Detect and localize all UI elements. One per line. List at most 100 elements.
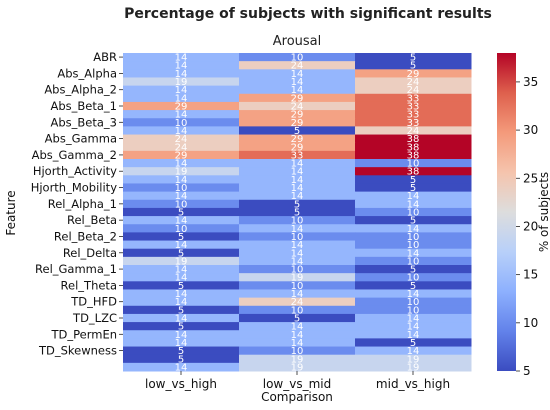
heatmap-cell — [239, 150, 356, 160]
cell-value-label: 14 — [175, 53, 188, 64]
heatmap-cell — [123, 61, 240, 70]
chart-subtitle: Arousal — [273, 34, 322, 49]
cell-value-label: 24 — [407, 77, 420, 88]
cell-value-label: 10 — [175, 224, 188, 235]
cell-value-label: 14 — [407, 224, 420, 235]
cell-value-label: 5 — [294, 314, 300, 325]
cell-value-label: 5 — [178, 322, 184, 333]
cell-value-label: 29 — [291, 142, 304, 153]
heatmap-cell — [355, 53, 472, 62]
colorbar-tick-label: 5 — [523, 364, 531, 378]
y-tick-label: TD_PermEn — [50, 327, 117, 341]
cell-value-label: 24 — [175, 134, 188, 145]
heatmap-cell — [355, 330, 472, 339]
cell-value-label: 14 — [407, 199, 420, 210]
cell-value-label: 5 — [178, 232, 184, 243]
cell-value-label: 19 — [175, 167, 188, 178]
heatmap-cell — [355, 224, 472, 233]
heatmap-cell — [123, 248, 240, 258]
y-axis-label: Feature — [4, 190, 18, 235]
heatmap-cell — [123, 354, 240, 364]
cell-value-label: 14 — [175, 314, 188, 325]
cell-value-label: 38 — [407, 142, 420, 153]
heatmap-cell — [239, 362, 356, 372]
y-tick-label: Abs_Gamma — [45, 132, 117, 146]
cell-value-label: 10 — [175, 183, 188, 194]
heatmap-cell — [239, 346, 356, 356]
cell-value-label: 29 — [291, 118, 304, 129]
cell-value-label: 14 — [175, 85, 188, 96]
cell-value-label: 14 — [175, 273, 188, 284]
heatmap-cell — [239, 159, 356, 168]
x-tick-labels: low_vs_high low_vs_mid mid_vs_high — [145, 371, 450, 391]
cell-value-label: 10 — [407, 256, 420, 267]
cell-value-label: 5 — [294, 208, 300, 219]
colorbar — [497, 53, 516, 371]
heatmap-cell — [355, 305, 472, 315]
cell-value-label: 33 — [291, 150, 304, 161]
heatmap-cell — [239, 53, 356, 62]
cell-value-label: 14 — [407, 289, 420, 300]
x-tick-label: low_vs_mid — [263, 377, 331, 391]
colorbar-tick-label: 25 — [523, 171, 538, 185]
y-tick-label: Hjorth_Mobility — [31, 181, 118, 195]
heatmap-cell — [355, 167, 472, 176]
heatmap-cell — [239, 85, 356, 95]
heatmap-cell — [239, 191, 356, 201]
heatmap-cell — [123, 159, 240, 168]
heatmap-cell — [239, 256, 356, 266]
x-axis-label: Comparison — [261, 390, 333, 404]
y-tick-label: Rel_Beta — [67, 213, 117, 227]
heatmap-cell — [355, 118, 472, 127]
cell-value-label: 19 — [175, 256, 188, 267]
heatmap-cell — [239, 199, 356, 209]
cell-value-label: 5 — [178, 305, 184, 316]
colorbar-tick-label: 30 — [523, 123, 538, 137]
cell-value-label: 19 — [291, 273, 304, 284]
heatmap-cell — [123, 69, 240, 78]
heatmap-cell — [355, 273, 472, 282]
cell-value-label: 33 — [407, 110, 420, 121]
heatmap-cell — [123, 346, 240, 356]
cell-value-label: 5 — [410, 183, 416, 194]
heatmap-cell — [123, 150, 240, 160]
heatmap-cell — [355, 232, 472, 242]
cell-value-label: 10 — [407, 297, 420, 308]
cell-value-label: 19 — [175, 77, 188, 88]
heatmap-cell — [123, 126, 240, 136]
y-tick-labels: ABR Abs_Alpha Abs_Alpha_2 Abs_Beta_1 Abs_Bet… — [31, 50, 123, 358]
cell-value-label: 38 — [407, 150, 420, 161]
cell-value-label: 10 — [407, 159, 420, 170]
cell-value-label: 14 — [291, 330, 304, 341]
heatmap-cell — [355, 150, 472, 160]
heatmap-cell — [123, 322, 240, 331]
cell-value-label: 24 — [407, 126, 420, 137]
cell-value-label: 29 — [291, 110, 304, 121]
heatmap-cell — [239, 110, 356, 119]
heatmap-cell — [123, 191, 240, 201]
heatmap-cell — [355, 159, 472, 168]
heatmap-cell — [239, 134, 356, 144]
heatmap-cell — [355, 93, 472, 103]
heatmap-cell — [239, 232, 356, 242]
cell-value-label: 33 — [407, 118, 420, 129]
cell-value-label: 24 — [407, 85, 420, 96]
cell-value-label: 14 — [175, 126, 188, 137]
heatmap-cell — [239, 265, 356, 274]
cell-value-label: 24 — [291, 102, 304, 113]
cell-value-label: 14 — [407, 248, 420, 259]
cell-value-label: 14 — [291, 240, 304, 251]
cell-value-label: 5 — [178, 354, 184, 365]
cell-value-label: 29 — [175, 150, 188, 161]
y-tick-label: Abs_Alpha — [57, 66, 117, 80]
heatmap-cell — [123, 167, 240, 176]
heatmap-cell — [123, 313, 240, 323]
heatmap-cell — [123, 273, 240, 282]
heatmap-cell — [239, 354, 356, 364]
heatmap-cell — [239, 289, 356, 299]
colorbar-ticks: 5 10 15 20 25 30 35 — [516, 75, 538, 378]
cell-value-label: 5 — [178, 281, 184, 292]
heatmap-cell — [123, 118, 240, 127]
cell-value-label: 19 — [407, 354, 420, 365]
heatmap-cell — [355, 346, 472, 356]
